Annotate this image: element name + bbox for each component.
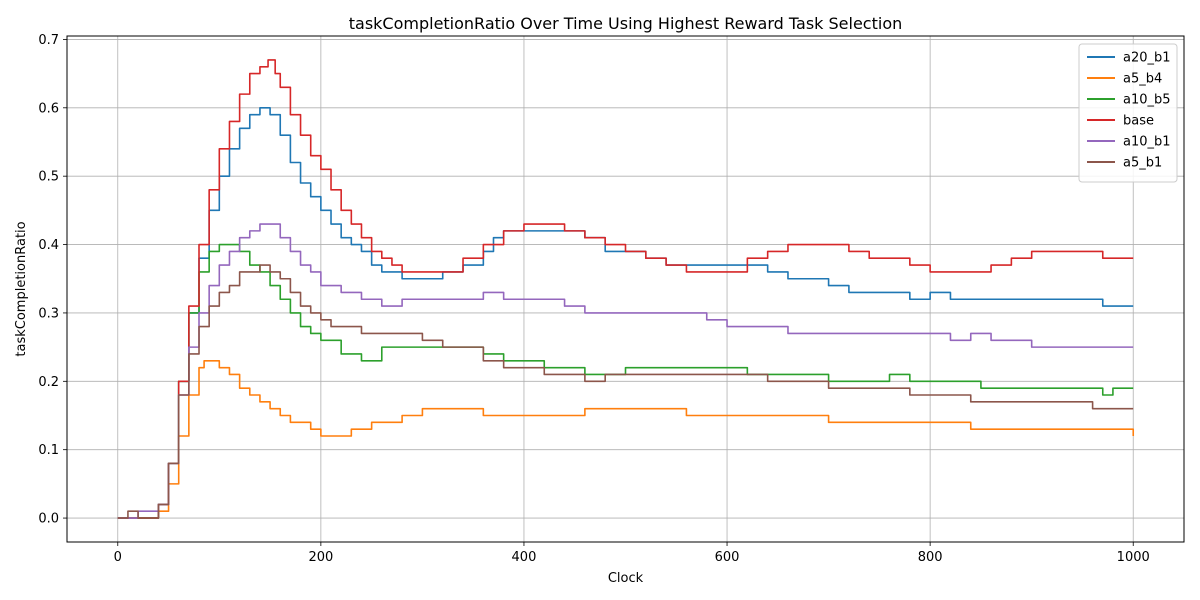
series-line-a20_b1 xyxy=(117,107,1134,519)
series-line-base xyxy=(117,59,1134,519)
y-tick-label: 0.5 xyxy=(38,170,59,185)
series-line-a10_b5 xyxy=(117,243,1134,519)
legend-label: a5_b4 xyxy=(1123,72,1162,87)
legend-label: a10_b1 xyxy=(1123,135,1171,150)
series-line-a5_b1 xyxy=(117,264,1134,519)
series-line-a5_b4 xyxy=(117,360,1135,519)
y-axis-label: taskCompletionRatio xyxy=(14,221,29,356)
y-tick-label: 0.2 xyxy=(38,375,59,390)
y-tick-label: 0.6 xyxy=(38,101,59,116)
legend-label: a10_b5 xyxy=(1123,93,1171,108)
series-layer xyxy=(117,59,1135,519)
y-tick-label: 0.7 xyxy=(38,33,59,48)
series-line-a10_b1 xyxy=(117,223,1134,519)
y-tick-label: 0.4 xyxy=(38,238,59,253)
legend-label: a5_b1 xyxy=(1123,156,1162,171)
x-tick-label: 0 xyxy=(114,550,122,565)
y-tick-label: 0.1 xyxy=(38,443,59,458)
x-axis-label: Clock xyxy=(608,571,644,586)
x-tick-label: 600 xyxy=(715,550,740,565)
y-tick-label: 0.3 xyxy=(38,306,59,321)
y-tick-label: 0.0 xyxy=(38,512,59,527)
x-tick-label: 1000 xyxy=(1117,550,1150,565)
x-axis: 0 200 400 600 800 1000 xyxy=(114,542,1150,565)
y-axis: 0.0 0.1 0.2 0.3 0.4 0.5 0.6 0.7 xyxy=(38,33,67,527)
x-tick-label: 800 xyxy=(918,550,943,565)
chart-title: taskCompletionRatio Over Time Using High… xyxy=(349,14,903,33)
legend-label: a20_b1 xyxy=(1123,51,1171,66)
legend-label: base xyxy=(1123,114,1154,129)
grid xyxy=(67,36,1184,542)
plot-frame xyxy=(66,35,1185,543)
x-tick-label: 200 xyxy=(308,550,333,565)
x-tick-label: 400 xyxy=(512,550,537,565)
